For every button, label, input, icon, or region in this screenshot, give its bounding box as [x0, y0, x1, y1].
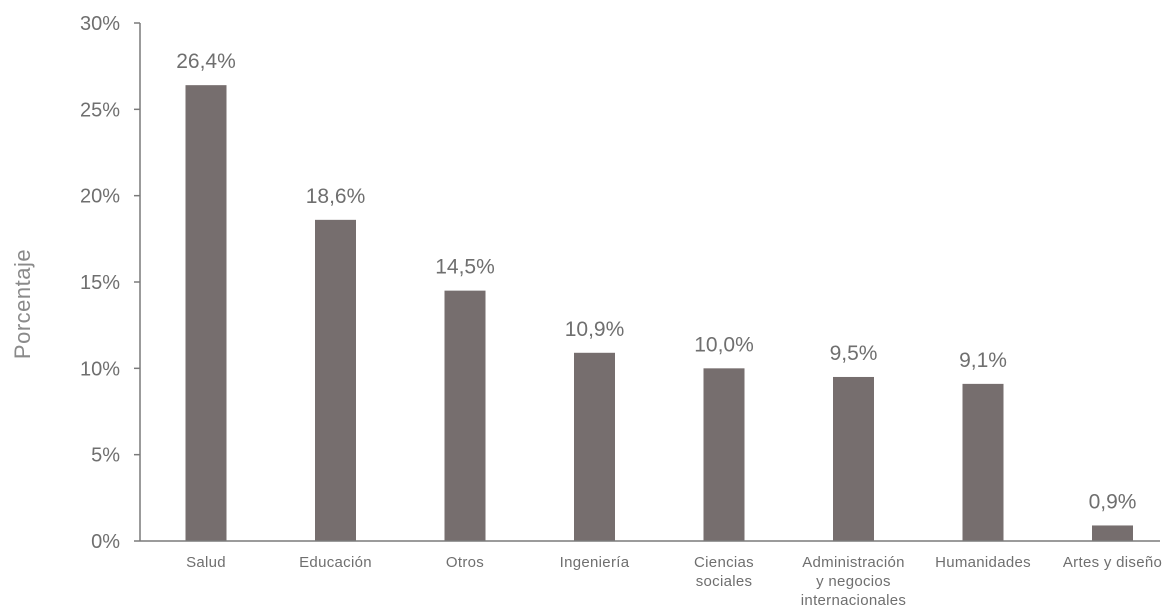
- data-label: 9,5%: [830, 342, 878, 365]
- x-category-label: Administración y negocios internacionales: [801, 554, 906, 609]
- x-category-label: Educación: [299, 554, 372, 571]
- x-category-label-line: Ingeniería: [560, 554, 630, 571]
- x-category-label: Artes y diseño: [1063, 554, 1162, 571]
- x-category-label: Otros: [446, 554, 484, 571]
- x-category-label: Ingeniería: [560, 554, 630, 571]
- x-category-label-line: y negocios: [816, 573, 891, 590]
- x-category-label-line: Ciencias: [694, 554, 754, 571]
- y-tick-label: 25%: [80, 99, 120, 121]
- data-label: 10,9%: [565, 318, 625, 341]
- bar: [315, 219, 356, 541]
- data-labels: 26,4% 18,6% 14,5% 10,9% 10,0% 9,5% 9,1% 0,9%: [176, 50, 1136, 513]
- x-category-label: Salud: [186, 554, 226, 571]
- x-category-label-line: Educación: [299, 554, 372, 571]
- y-axis-title-group: Porcentaje: [10, 249, 35, 359]
- x-category-label-line: Artes y diseño: [1063, 554, 1162, 571]
- data-label: 10,0%: [694, 333, 754, 356]
- x-category-label-line: sociales: [696, 573, 753, 590]
- bar: [833, 376, 874, 541]
- y-tick-label: 15%: [80, 272, 120, 294]
- data-label: 14,5%: [435, 256, 495, 279]
- bar: [574, 352, 615, 541]
- data-label: 18,6%: [306, 185, 366, 208]
- data-label: 0,9%: [1089, 490, 1137, 513]
- x-category-label-line: Otros: [446, 554, 484, 571]
- bar: [703, 368, 745, 541]
- bar: [185, 85, 227, 541]
- x-axis: Salud Educación Otros Ingeniería Ciencias soc…: [140, 540, 1162, 609]
- x-category-label: Humanidades: [935, 554, 1031, 571]
- y-tick-label: 0%: [91, 531, 120, 553]
- y-tick-label: 10%: [80, 358, 120, 380]
- bar: [1092, 525, 1133, 541]
- data-label: 9,1%: [959, 349, 1007, 372]
- bar: [962, 383, 1004, 541]
- bars: [185, 85, 1133, 541]
- y-tick-label: 20%: [80, 186, 120, 208]
- data-label: 26,4%: [176, 50, 236, 73]
- x-category-label: Ciencias sociales: [694, 554, 754, 590]
- y-tick-label: 30%: [80, 13, 120, 35]
- y-axis: 0% 5% 10% 15% 20% 25% 30%: [80, 13, 141, 553]
- x-category-label-line: Administración: [802, 554, 905, 571]
- bar: [444, 290, 486, 541]
- x-category-label-line: Salud: [186, 554, 226, 571]
- y-axis-title: Porcentaje: [10, 249, 35, 359]
- y-tick-label: 5%: [91, 445, 120, 467]
- x-category-label-line: internacionales: [801, 592, 906, 609]
- x-category-label-line: Humanidades: [935, 554, 1031, 571]
